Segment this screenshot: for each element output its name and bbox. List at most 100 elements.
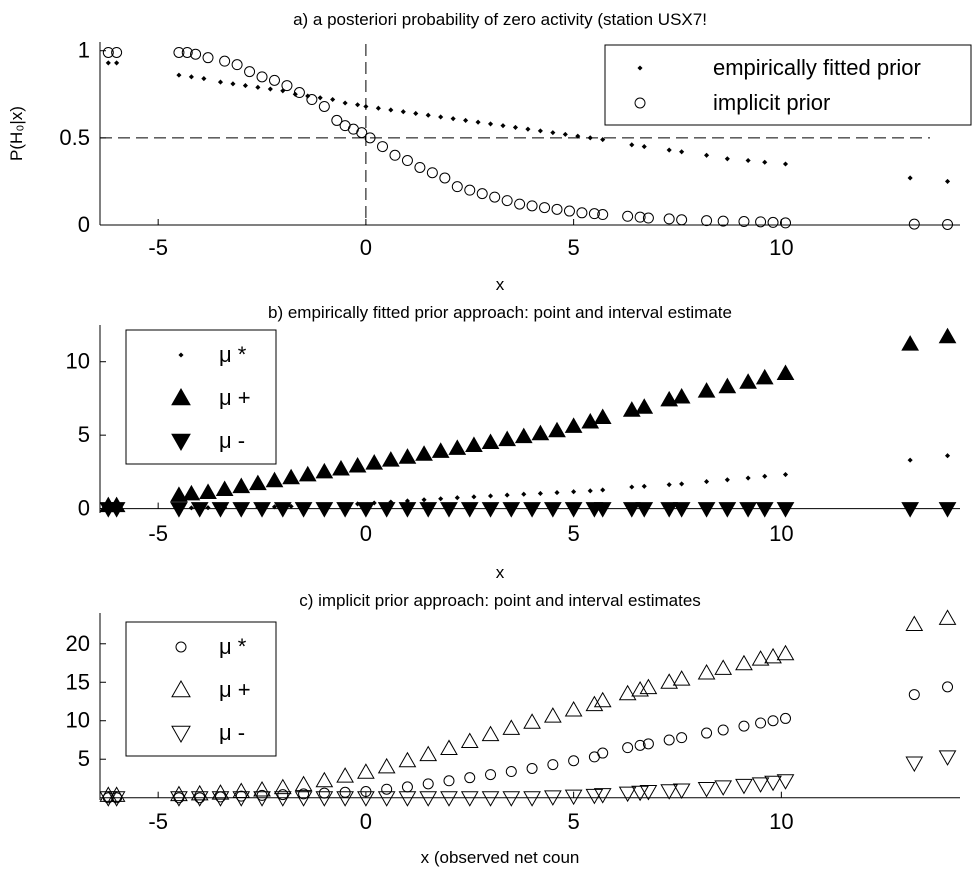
data-point <box>401 155 413 167</box>
data-point <box>318 787 330 799</box>
data-point <box>375 105 381 111</box>
legend-label: μ + <box>219 385 251 410</box>
x-axis-label: x <box>496 275 505 294</box>
data-point <box>232 502 251 518</box>
data-point <box>585 788 604 805</box>
legend-marker <box>171 433 191 452</box>
data-point <box>597 209 609 221</box>
data-point <box>735 778 753 795</box>
data-point <box>739 502 757 518</box>
data-point <box>905 615 924 632</box>
data-point <box>230 81 236 87</box>
data-point <box>170 791 188 807</box>
data-point <box>332 459 350 476</box>
legend-label: μ * <box>219 634 247 659</box>
legend-label: empirically fitted prior <box>713 55 921 80</box>
data-point <box>600 487 606 493</box>
data-point <box>672 783 691 800</box>
data-point <box>438 496 444 502</box>
data-point <box>463 117 469 123</box>
data-point <box>502 791 521 807</box>
legend-label: implicit prior <box>713 90 830 115</box>
data-point <box>551 203 563 215</box>
data-point <box>242 83 248 89</box>
data-point <box>231 59 243 71</box>
x-tick-label: 10 <box>769 235 793 260</box>
data-point <box>454 495 460 501</box>
data-point <box>724 156 730 162</box>
data-point <box>782 161 789 167</box>
data-point <box>253 502 271 518</box>
data-point <box>526 762 538 774</box>
data-point <box>581 412 600 429</box>
chart-title: a) a posteriori probability of zero acti… <box>293 10 707 29</box>
data-point <box>672 387 691 404</box>
y-tick-label: 5 <box>78 422 90 447</box>
data-point <box>502 719 521 735</box>
data-point <box>199 483 217 499</box>
data-point <box>294 502 313 518</box>
chart-panel-1: a) a posteriori probability of zero acti… <box>7 10 972 294</box>
data-point <box>107 786 126 802</box>
legend-label: μ * <box>219 342 247 367</box>
data-point <box>676 732 688 744</box>
data-point <box>622 742 634 754</box>
data-point <box>381 783 393 795</box>
data-point <box>938 502 957 518</box>
data-point <box>701 215 713 227</box>
data-point <box>701 727 713 739</box>
data-point <box>267 86 273 92</box>
data-point <box>438 114 444 120</box>
data-point <box>339 786 351 798</box>
data-point <box>526 200 538 212</box>
data-point <box>585 695 604 712</box>
data-point <box>634 211 646 223</box>
legend-marker <box>171 679 191 698</box>
data-point <box>751 777 770 793</box>
data-point <box>422 778 434 790</box>
data-point <box>487 493 494 499</box>
data-point <box>419 502 438 518</box>
data-point <box>273 502 292 518</box>
data-point <box>622 401 641 417</box>
data-point <box>704 479 710 485</box>
data-point <box>639 785 658 801</box>
data-point <box>414 161 426 173</box>
data-point <box>697 382 716 398</box>
data-point <box>419 745 438 762</box>
y-tick-label: 0 <box>78 212 90 237</box>
data-point <box>718 377 737 394</box>
data-point <box>489 191 501 203</box>
x-tick-label: 0 <box>360 809 372 834</box>
series-3 <box>99 502 957 518</box>
legend-box <box>604 44 972 126</box>
data-point <box>398 502 417 518</box>
data-point <box>672 670 691 686</box>
data-point <box>562 131 568 137</box>
legend-box <box>125 329 277 465</box>
data-point <box>277 789 289 801</box>
data-point <box>907 457 913 463</box>
data-point <box>318 100 330 112</box>
legend-box <box>125 621 277 757</box>
data-point <box>364 132 376 144</box>
data-point <box>400 109 406 115</box>
data-point <box>622 210 634 222</box>
data-point <box>336 791 354 807</box>
legend-marker <box>634 97 646 109</box>
series-2 <box>99 327 957 513</box>
data-point <box>498 430 517 447</box>
data-point <box>738 216 750 228</box>
data-point <box>780 712 792 724</box>
data-point <box>714 659 733 675</box>
data-point <box>550 130 556 136</box>
data-point <box>401 781 413 793</box>
data-point <box>232 477 251 494</box>
data-point <box>481 725 500 742</box>
data-point <box>537 490 543 497</box>
data-point <box>942 681 954 693</box>
data-point <box>182 484 201 501</box>
data-point <box>782 471 789 478</box>
data-point <box>554 490 560 496</box>
data-point <box>944 453 951 459</box>
